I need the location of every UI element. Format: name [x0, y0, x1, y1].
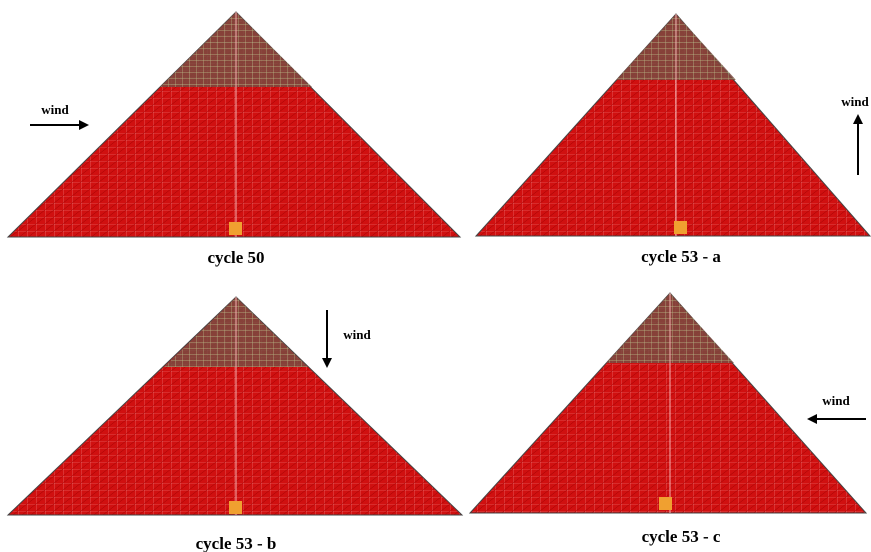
arrow-head — [853, 114, 863, 124]
pyramid — [470, 293, 866, 513]
wind-label: wind — [343, 327, 371, 342]
wind-label: wind — [41, 102, 69, 117]
pyramid — [476, 14, 870, 236]
caption: cycle 53 - b — [196, 534, 277, 552]
wind-label: wind — [822, 393, 850, 408]
arrow-head — [807, 414, 817, 424]
arrow-head — [79, 120, 89, 130]
arrow-head — [322, 358, 332, 368]
wind-label: wind — [841, 94, 869, 109]
caption: cycle 50 — [207, 248, 264, 267]
caption: cycle 53 - c — [642, 527, 721, 546]
figure: wind cycle 50 wind cycle 53 - a wind cyc… — [0, 0, 871, 552]
caption: cycle 53 - a — [641, 247, 721, 266]
pyramid — [8, 297, 462, 515]
